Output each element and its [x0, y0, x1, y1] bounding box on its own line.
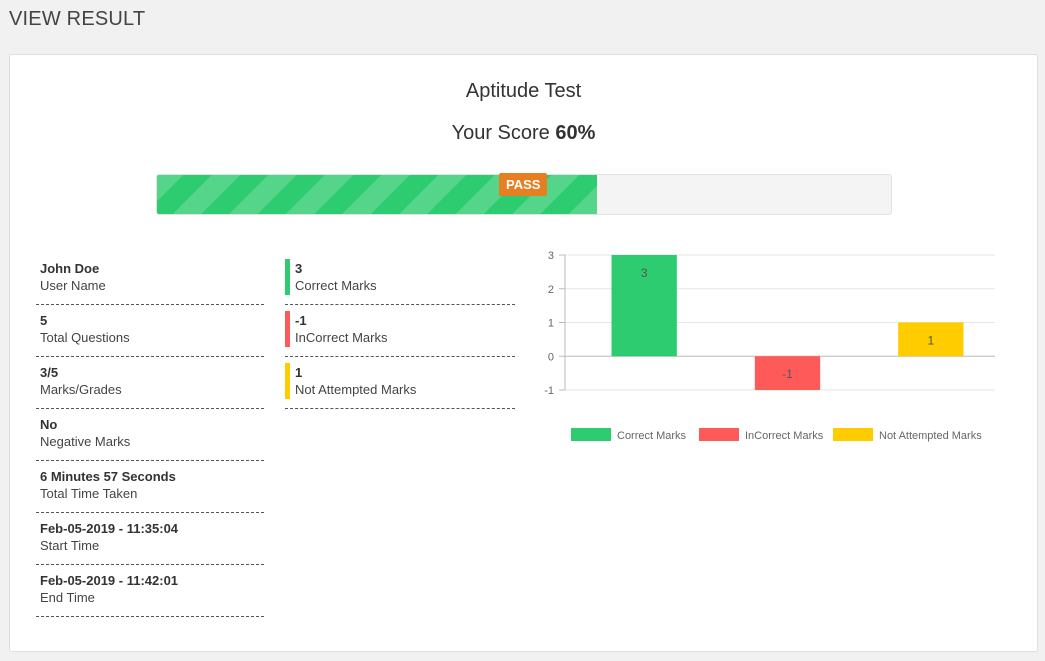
incorrect-color-marker: [285, 311, 290, 347]
detail-label: End Time: [40, 590, 95, 605]
chart-y-tick-label: 3: [548, 250, 554, 262]
chart-y-tick-label: -1: [544, 385, 554, 397]
detail-start-time: Feb-05-2019 - 11:35:04 Start Time: [36, 513, 264, 565]
correct-color-marker: [285, 259, 290, 295]
chart-data-label: -1: [782, 367, 793, 381]
score-line: Your Score 60%: [10, 122, 1037, 145]
chart-data-label: 1: [927, 333, 934, 347]
page-title: VIEW RESULT: [9, 8, 146, 30]
chart-y-tick-label: 0: [548, 351, 554, 363]
detail-value: Feb-05-2019 - 11:35:04: [40, 521, 179, 536]
detail-value: John Doe: [40, 261, 100, 276]
detail-label: User Name: [40, 278, 106, 293]
score-prefix: Your Score: [451, 122, 550, 144]
marks-bar-chart: 3 2 1 0 -1 3 -1 1 Correct Marks InCorrect Marks No…: [535, 245, 995, 455]
pass-badge: PASS: [499, 173, 548, 196]
detail-marks-grades: 3/5 Marks/Grades: [36, 357, 264, 409]
marks-label: Correct Marks: [295, 278, 377, 293]
chart-legend-swatch: [571, 428, 611, 441]
detail-label: Marks/Grades: [40, 382, 122, 397]
marks-label: Not Attempted Marks: [295, 382, 417, 397]
marks-value: 3: [295, 261, 303, 276]
detail-user-name: John Doe User Name: [36, 253, 264, 305]
detail-value: No: [40, 417, 58, 432]
result-card: Aptitude Test Your Score 60% PASS John D…: [9, 54, 1038, 652]
chart-legend-swatch: [699, 428, 739, 441]
marks-incorrect: -1 InCorrect Marks: [285, 305, 515, 357]
not-attempted-color-marker: [285, 363, 290, 399]
test-title: Aptitude Test: [465, 80, 582, 102]
marks-value: -1: [295, 313, 307, 328]
result-details-list: John Doe User Name 5 Total Questions 3/5…: [36, 253, 264, 617]
detail-total-questions: 5 Total Questions: [36, 305, 264, 357]
chart-data-label: 3: [641, 266, 648, 280]
chart-legend-label: Not Attempted Marks: [879, 430, 982, 442]
chart-y-tick-label: 2: [548, 284, 554, 296]
score-value: 60%: [555, 122, 596, 144]
marks-correct: 3 Correct Marks: [285, 253, 515, 305]
detail-value: 3/5: [40, 365, 59, 380]
marks-label: InCorrect Marks: [295, 330, 388, 345]
detail-label: Start Time: [40, 538, 100, 553]
detail-value: Feb-05-2019 - 11:42:01: [40, 573, 179, 588]
detail-label: Negative Marks: [40, 434, 131, 449]
chart-legend-label: InCorrect Marks: [745, 430, 824, 442]
chart-legend-label: Correct Marks: [617, 430, 687, 442]
detail-total-time: 6 Minutes 57 Seconds Total Time Taken: [36, 461, 264, 513]
detail-value: 5: [40, 313, 48, 328]
detail-negative-marks: No Negative Marks: [36, 409, 264, 461]
chart-legend-swatch: [833, 428, 873, 441]
detail-label: Total Questions: [40, 330, 130, 345]
marks-summary-list: 3 Correct Marks -1 InCorrect Marks 1 Not…: [285, 253, 515, 409]
detail-end-time: Feb-05-2019 - 11:42:01 End Time: [36, 565, 264, 617]
detail-value: 6 Minutes 57 Seconds: [40, 469, 176, 484]
chart-bar: [754, 356, 821, 390]
chart-bar: [898, 322, 964, 357]
chart-svg: 3 2 1 0 -1 3 -1 1 Correct Marks InCorrect Marks No…: [544, 250, 995, 442]
chart-bar: [611, 255, 677, 357]
marks-value: 1: [295, 365, 303, 380]
marks-not-attempted: 1 Not Attempted Marks: [285, 357, 515, 409]
chart-y-tick-label: 1: [548, 318, 554, 330]
detail-label: Total Time Taken: [40, 486, 138, 501]
